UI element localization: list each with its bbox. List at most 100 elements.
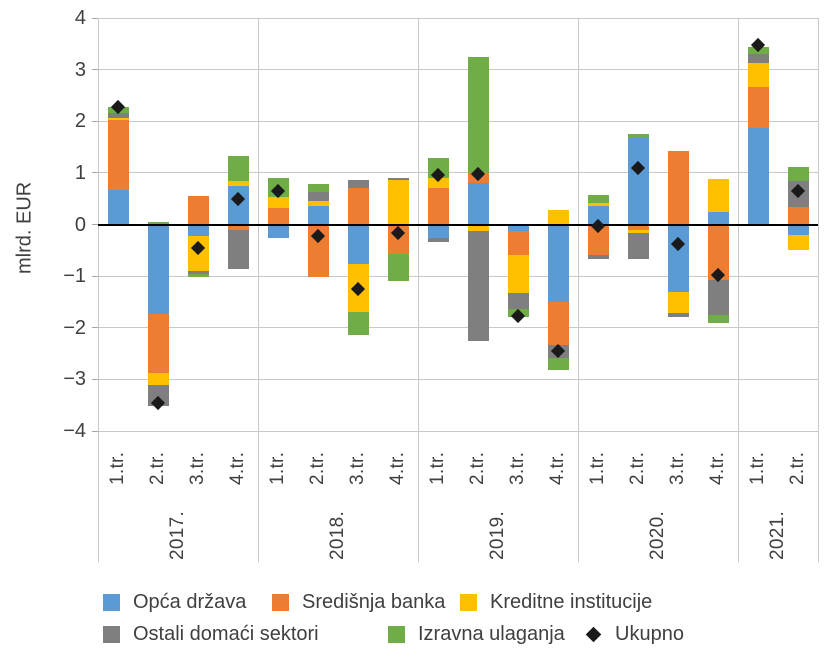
legend: Opća država Središnja banka Kreditne insti…: [0, 585, 840, 660]
x-tick-label-quarter: 2.tr.: [307, 451, 328, 485]
bar-segment: [787, 207, 809, 225]
bar-segment: [227, 155, 249, 182]
bar-segment: [427, 237, 449, 242]
bar-segment: [667, 313, 689, 318]
legend-label: Izravna ulaganja: [418, 623, 565, 645]
legend-swatch: [460, 593, 477, 611]
x-tick-label-quarter: 4.tr.: [547, 451, 568, 485]
legend-item: Kreditne institucije: [460, 592, 652, 612]
bar-segment: [747, 127, 769, 225]
y-tick-mark: [92, 430, 98, 432]
bar-segment: [707, 211, 729, 225]
bar-segment: [507, 224, 529, 231]
x-tick-label-quarter: 1.tr.: [747, 451, 768, 485]
y-tick-label: 3: [74, 58, 86, 81]
bar-segment: [747, 63, 769, 87]
bar-segment: [707, 224, 729, 281]
bar-segment: [307, 191, 329, 202]
bar-segment: [707, 315, 729, 323]
x-tick-label-quarter: 3.tr.: [667, 451, 688, 485]
y-gridline: [98, 327, 818, 329]
x-tick-label-quarter: 1.tr.: [107, 451, 128, 485]
bar-segment: [107, 189, 129, 225]
x-tick-label-quarter: 3.tr.: [187, 451, 208, 485]
x-tick-label-quarter: 3.tr.: [347, 451, 368, 485]
bar-segment: [347, 224, 369, 265]
y-tick-label: 1: [74, 161, 86, 184]
x-tick-label-year: 2018.: [327, 510, 348, 560]
x-tick-label-quarter: 1.tr.: [427, 451, 448, 485]
y-gridline: [98, 172, 818, 174]
bar-segment: [187, 274, 209, 278]
x-tick-label-quarter: 2.tr.: [467, 451, 488, 485]
bar-segment: [347, 188, 369, 225]
y-tick-mark: [92, 224, 98, 225]
bar-segment: [307, 206, 329, 225]
x-tick-label-quarter: 2.tr.: [787, 451, 808, 485]
y-gridline: [98, 69, 818, 71]
bar-segment: [587, 255, 609, 259]
bar-segment: [667, 292, 689, 314]
bar-segment: [387, 177, 409, 181]
legend-item: Ostali domaći sektori: [103, 623, 319, 645]
zero-line: [98, 223, 818, 226]
bar-segment: [147, 221, 169, 225]
bar-segment: [267, 197, 289, 209]
x-tick-label-quarter: 4.tr.: [387, 451, 408, 485]
x-tick-label-quarter: 4.tr.: [707, 451, 728, 485]
bar-segment: [627, 229, 649, 234]
y-tick-label: −4: [63, 420, 86, 442]
bar-segment: [267, 224, 289, 239]
bar-segment: [547, 224, 569, 302]
y-tick-label: 0: [74, 213, 86, 236]
bar-segment: [187, 196, 209, 225]
legend-swatch: [103, 593, 120, 611]
bar-segment: [587, 195, 609, 204]
bar-segment: [467, 182, 489, 225]
bar-segment: [667, 224, 689, 293]
bar-segment: [267, 208, 289, 225]
legend-label: Središnja banka: [302, 591, 446, 613]
bar-segment: [547, 357, 569, 371]
y-tick-mark: [92, 172, 98, 174]
bar-segment: [747, 53, 769, 64]
x-tick-label-year: 2019.: [487, 510, 508, 560]
legend-swatch: [103, 625, 120, 643]
y-tick-label: −2: [63, 316, 86, 339]
legend-label: Ostali domaći sektori: [133, 623, 319, 645]
y-tick-label: 2: [74, 110, 86, 133]
legend-swatch: [388, 625, 405, 643]
legend-item: Ukupno: [585, 624, 684, 644]
plot-right-border: [818, 18, 819, 562]
y-gridline: [98, 430, 818, 432]
bar-segment: [507, 254, 529, 294]
bar-segment: [787, 167, 809, 182]
bar-segment: [347, 311, 369, 335]
x-tick-label-year: 2020.: [647, 510, 668, 560]
diamond-icon: [585, 626, 602, 642]
bar-segment: [187, 270, 209, 275]
bar-segment: [227, 229, 249, 269]
bar-segment: [347, 180, 369, 189]
bar-segment: [467, 224, 489, 232]
y-gridline: [98, 275, 818, 277]
bar-segment: [427, 178, 449, 189]
bar-segment: [587, 203, 609, 207]
bar-segment: [147, 313, 169, 374]
legend-item: Središnja banka: [272, 591, 446, 613]
bar-segment: [107, 120, 129, 190]
legend-swatch: [272, 593, 289, 611]
bar-segment: [307, 184, 329, 192]
bar-segment: [427, 188, 449, 225]
bar-segment: [787, 224, 809, 235]
bar-segment: [707, 179, 729, 212]
year-divider: [578, 18, 579, 562]
bar-segment: [187, 224, 209, 236]
y-gridline: [98, 378, 818, 380]
bar-segment: [227, 224, 249, 230]
x-tick-label-quarter: 4.tr.: [227, 451, 248, 485]
bar-segment: [547, 301, 569, 345]
legend-item: Izravna ulaganja: [388, 623, 565, 645]
bar-segment: [627, 233, 649, 259]
